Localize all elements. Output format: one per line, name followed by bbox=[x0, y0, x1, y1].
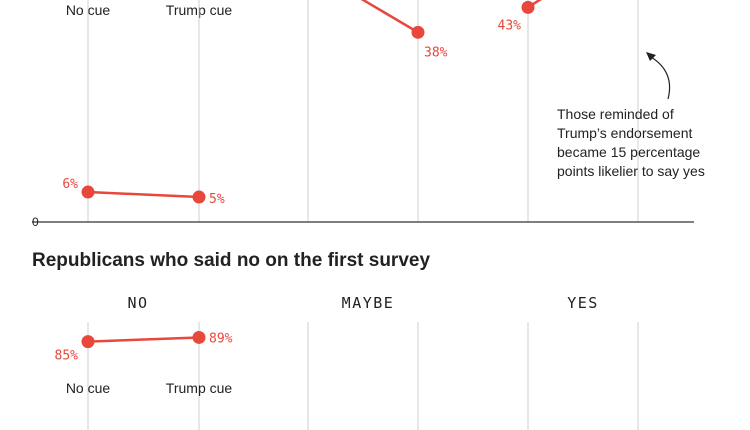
annotation-arrowhead bbox=[646, 52, 656, 61]
series-line-bottom-0 bbox=[87, 336, 200, 343]
data-point-bottom-0-1 bbox=[192, 330, 206, 344]
annotation-arrow-line bbox=[650, 56, 671, 100]
annotation-line-2: Trump’s endorsement bbox=[557, 125, 693, 141]
data-point-top-0-1 bbox=[192, 190, 206, 204]
panel-heading-maybe: MAYBE bbox=[342, 294, 395, 312]
data-label-top-2-0: 43% bbox=[498, 18, 522, 33]
category-label-no-cue-bottom: No cue bbox=[66, 380, 111, 396]
bottom-chart: Republicans who said no on the first sur… bbox=[32, 250, 639, 430]
y-tick-zero: 0 bbox=[32, 215, 39, 229]
data-label-top-0-0: 6% bbox=[62, 177, 78, 192]
top-gridlines bbox=[87, 0, 639, 222]
top-chart: No cue Trump cue 0 6%5%51%38%43%57% Thos… bbox=[32, 0, 705, 229]
annotation: Those reminded of Trump’s endorsement be… bbox=[557, 52, 705, 179]
data-label-top-0-1: 5% bbox=[209, 192, 225, 207]
bottom-series-group: 85% 89% bbox=[55, 330, 233, 364]
data-label-top-1-1: 38% bbox=[424, 45, 448, 60]
panel-heading-yes: YES bbox=[567, 294, 599, 312]
data-point-top-1-1 bbox=[411, 25, 425, 39]
annotation-line-4: points likelier to say yes bbox=[557, 163, 705, 179]
top-series-group: 6%5%51%38%43%57% bbox=[62, 0, 542, 207]
series-line-top-0 bbox=[87, 190, 200, 199]
data-label-bottom-0-0: 85% bbox=[55, 349, 79, 364]
panel-heading-no: NO bbox=[127, 294, 148, 312]
annotation-line-3: became 15 percentage bbox=[557, 144, 700, 160]
annotation-line-1: Those reminded of bbox=[557, 106, 674, 122]
series-line-top-1 bbox=[360, 0, 419, 34]
data-point-bottom-0-0 bbox=[81, 335, 95, 349]
data-point-top-2-0 bbox=[521, 0, 535, 14]
bottom-chart-title: Republicans who said no on the first sur… bbox=[32, 250, 430, 271]
category-label-trump-cue-bottom: Trump cue bbox=[166, 380, 233, 396]
data-point-top-0-0 bbox=[81, 185, 95, 199]
series-line-top-2 bbox=[527, 0, 542, 9]
data-label-bottom-0-1: 89% bbox=[209, 331, 233, 346]
